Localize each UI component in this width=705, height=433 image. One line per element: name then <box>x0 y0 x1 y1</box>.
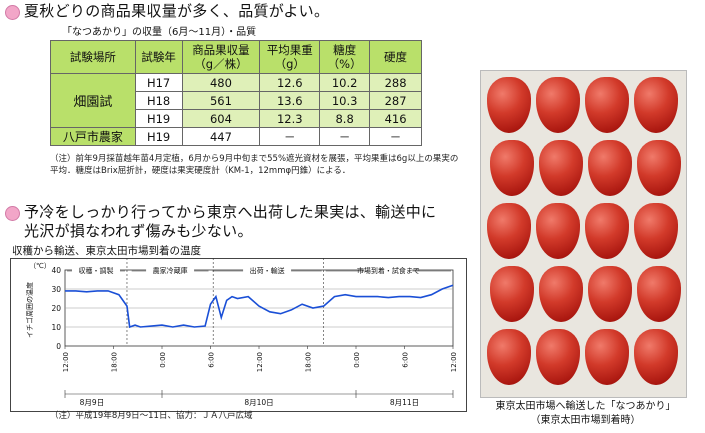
table-title: 「なつあかり」の収量（6月～11月）・品質 <box>62 27 257 38</box>
bullet-icon <box>5 206 20 221</box>
y-tick-label: 10 <box>51 323 61 332</box>
phase-label: 出荷・輸送 <box>250 266 285 275</box>
phase-label: 農家冷蔵庫 <box>153 266 188 275</box>
phase-label-bg <box>71 267 120 274</box>
col-header-brix: 糖度 （%） <box>319 40 371 74</box>
strawberry <box>634 77 678 133</box>
strawberry <box>487 77 531 133</box>
cell-firmness: 416 <box>369 109 422 128</box>
strawberry <box>536 329 580 385</box>
strawberry <box>637 140 681 196</box>
y-tick-label: 30 <box>51 285 61 294</box>
strawberry <box>634 329 678 385</box>
strawberry <box>487 329 531 385</box>
col-header-weight: 平均果重 （g） <box>259 40 321 74</box>
phase-label-bg <box>146 267 195 274</box>
x-tick-label: 18:00 <box>305 352 313 372</box>
cell-brix: 10.2 <box>319 73 371 92</box>
y-unit-label: （℃） <box>29 262 51 270</box>
strawberry <box>539 266 583 322</box>
date-label-bg <box>388 397 421 407</box>
strawberry-photo <box>480 70 687 398</box>
bullet-icon <box>5 5 20 20</box>
table-row: 畑園試 H17 480 12.6 10.2 288 <box>50 73 422 128</box>
temperature-chart-frame <box>10 258 467 412</box>
strawberry <box>536 203 580 259</box>
strawberry <box>637 266 681 322</box>
cell-brix: － <box>319 127 371 146</box>
table-note: （注）前年9月採苗越年苗4月定植，6月から9月中旬まで55%遮光資材を展張，平均… <box>50 154 459 176</box>
strawberry <box>585 329 629 385</box>
strawberry <box>588 266 632 322</box>
date-label: 8月9日 <box>80 398 105 407</box>
heading-transport-line1: 予冷をしっかり行ってから東京へ出荷した果実は、輸送中に <box>24 203 437 221</box>
date-label-bg <box>75 397 108 407</box>
y-axis-label: イチゴ周囲の温度 <box>25 282 34 338</box>
chart-title: 収穫から輸送、東京太田市場到着の温度 <box>12 245 201 257</box>
cell-weight: － <box>259 127 321 146</box>
cell-brix: 8.8 <box>319 109 371 128</box>
strawberry <box>539 140 583 196</box>
site-hachinohe: 八戸市農家 <box>50 127 136 146</box>
temperature-line <box>65 284 454 329</box>
phase-label: 収穫・調製 <box>78 266 113 275</box>
date-label: 8月10日 <box>244 398 273 407</box>
strawberry <box>634 203 678 259</box>
cell-weight: 12.3 <box>259 109 321 128</box>
heading-yield: 夏秋どりの商品果収量が多く、品質がよい。 <box>24 2 330 20</box>
x-tick-label: 12:00 <box>256 352 264 372</box>
cell-yield: 561 <box>181 91 261 110</box>
x-tick-label: 6:00 <box>402 352 410 368</box>
cell-firmness: 287 <box>369 91 422 110</box>
cell-yield: 604 <box>181 109 261 128</box>
x-tick-label: 12:00 <box>450 352 458 372</box>
cell-year: H19 <box>134 109 183 128</box>
x-tick-label: 12:00 <box>62 352 70 372</box>
table-row: H18 561 13.6 10.3 287 <box>51 91 422 110</box>
strawberry <box>536 77 580 133</box>
col-header-firmness: 硬度 <box>369 40 422 74</box>
col-header-site: 試験場所 <box>50 40 136 74</box>
phase-label-bg <box>364 267 413 274</box>
strawberry <box>588 140 632 196</box>
x-tick-label: 0:00 <box>159 352 167 368</box>
cell-firmness: 288 <box>369 73 422 92</box>
strawberry <box>487 203 531 259</box>
col-header-year: 試験年 <box>134 40 183 74</box>
cell-yield: 447 <box>181 127 261 146</box>
heading-transport-line2: 光沢が損なわれず傷みも少ない。 <box>24 222 253 240</box>
cell-yield: 480 <box>181 73 261 92</box>
x-tick-label: 18:00 <box>111 352 119 372</box>
date-label-bg <box>243 397 275 407</box>
temperature-chart: 40 30 20 10 0 （℃） イチゴ周囲の温度 収穫・調製 農家冷蔵庫 出荷・輸送 市場到着・… <box>25 258 458 407</box>
strawberry <box>585 77 629 133</box>
strawberry <box>585 203 629 259</box>
x-tick-label: 0:00 <box>353 352 361 368</box>
y-tick-label: 20 <box>51 304 61 313</box>
cell-year: H17 <box>134 73 183 92</box>
cell-firmness: － <box>369 127 422 146</box>
strawberry <box>490 266 534 322</box>
table-row: 八戸市農家 H19 447 － － － <box>50 127 422 146</box>
phase-label-bg <box>243 267 292 274</box>
col-header-yield: 商品果収量 （g／株） <box>181 40 261 74</box>
y-tick-label: 40 <box>51 266 61 275</box>
cell-year: H18 <box>134 91 183 110</box>
cell-weight: 12.6 <box>259 73 321 92</box>
phase-label: 市場到着・試食まで <box>357 266 420 275</box>
site-farm: 畑園試 <box>50 73 136 128</box>
cell-year: H19 <box>134 127 183 146</box>
photo-caption-line1: 東京太田市場へ輸送した「なつあかり」 <box>495 401 676 412</box>
photo-caption-line2: （東京太田市場到着時） <box>530 415 641 426</box>
x-tick-label: 6:00 <box>208 352 216 368</box>
yield-quality-table: 試験場所 試験年 商品果収量 （g／株） 平均果重 （g） 糖度 （%） 硬度 … <box>50 40 422 146</box>
date-label: 8月11日 <box>390 398 419 407</box>
y-tick-label: 0 <box>56 342 61 351</box>
cell-brix: 10.3 <box>319 91 371 110</box>
cell-weight: 13.6 <box>259 91 321 110</box>
strawberry <box>490 140 534 196</box>
chart-note: （注）平成19年8月9日～11日、協力：ＪＡ八戸広域 <box>50 411 253 421</box>
